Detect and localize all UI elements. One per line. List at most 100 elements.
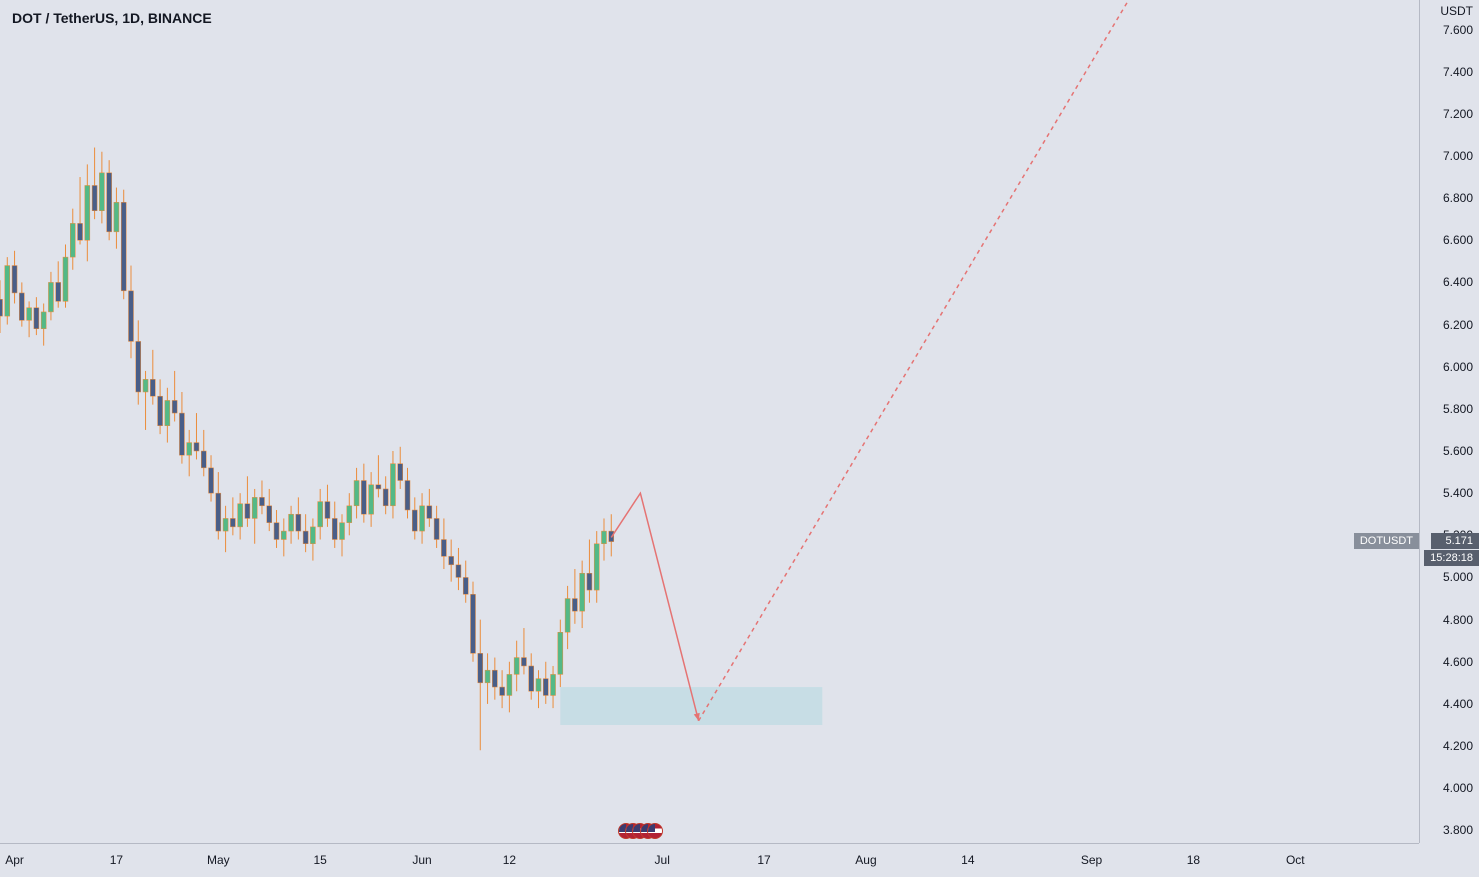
candle-body[interactable]: [318, 502, 323, 527]
candle-body[interactable]: [478, 653, 483, 683]
projection-line[interactable]: [611, 493, 698, 721]
candle-body[interactable]: [107, 173, 112, 232]
candle-body[interactable]: [347, 506, 352, 523]
candle-body[interactable]: [587, 573, 592, 590]
x-axis-tick: Sep: [1081, 853, 1102, 867]
candle-body[interactable]: [5, 266, 10, 317]
candle-body[interactable]: [63, 257, 68, 301]
candle-body[interactable]: [398, 464, 403, 481]
candle-body[interactable]: [558, 632, 563, 674]
candle-body[interactable]: [179, 413, 184, 455]
candle-body[interactable]: [281, 531, 286, 539]
candle-body[interactable]: [456, 565, 461, 578]
candle-body[interactable]: [521, 658, 526, 666]
candle-body[interactable]: [310, 527, 315, 544]
candle-body[interactable]: [412, 510, 417, 531]
candle-body[interactable]: [325, 502, 330, 519]
candle-body[interactable]: [572, 599, 577, 612]
candle-body[interactable]: [594, 544, 599, 590]
candle-body[interactable]: [245, 504, 250, 519]
candle-body[interactable]: [92, 185, 97, 210]
candle-body[interactable]: [56, 282, 61, 301]
candle-body[interactable]: [376, 485, 381, 489]
candle-body[interactable]: [158, 396, 163, 426]
candle-body[interactable]: [252, 497, 257, 518]
candle-body[interactable]: [143, 379, 148, 392]
y-axis-tick: 5.400: [1443, 486, 1473, 500]
candle-body[interactable]: [361, 481, 366, 515]
candle-body[interactable]: [441, 540, 446, 557]
event-marker-icon[interactable]: [647, 823, 663, 839]
candle-body[interactable]: [99, 173, 104, 211]
candle-body[interactable]: [390, 464, 395, 506]
candle-body[interactable]: [405, 481, 410, 511]
candle-body[interactable]: [514, 658, 519, 675]
candle-body[interactable]: [78, 223, 83, 240]
candle-body[interactable]: [27, 308, 32, 321]
candle-body[interactable]: [194, 443, 199, 451]
candle-body[interactable]: [34, 308, 39, 329]
candle-body[interactable]: [507, 674, 512, 695]
candle-body[interactable]: [529, 666, 534, 691]
y-axis-tick: 7.600: [1443, 23, 1473, 37]
candle-body[interactable]: [463, 577, 468, 594]
candle-body[interactable]: [128, 291, 133, 342]
x-axis-tick: 18: [1187, 853, 1200, 867]
candle-body[interactable]: [187, 443, 192, 456]
candle-body[interactable]: [238, 504, 243, 527]
candle-body[interactable]: [19, 293, 24, 320]
candle-body[interactable]: [492, 670, 497, 687]
candle-body[interactable]: [48, 282, 53, 312]
chart-plot-area[interactable]: [0, 0, 1419, 843]
projection-dashed-line[interactable]: [699, 0, 1143, 721]
candle-body[interactable]: [12, 266, 17, 293]
candle-body[interactable]: [427, 506, 432, 519]
candle-body[interactable]: [383, 489, 388, 506]
candle-body[interactable]: [216, 493, 221, 531]
candle-body[interactable]: [369, 485, 374, 515]
candle-body[interactable]: [230, 518, 235, 526]
candle-body[interactable]: [332, 518, 337, 539]
candle-body[interactable]: [223, 518, 228, 531]
candle-body[interactable]: [70, 223, 75, 257]
candle-body[interactable]: [551, 674, 556, 695]
candle-body[interactable]: [601, 531, 606, 544]
candle-body[interactable]: [172, 400, 177, 413]
candle-body[interactable]: [543, 679, 548, 696]
candle-body[interactable]: [121, 202, 126, 291]
y-axis[interactable]: USDT 3.8004.0004.2004.4004.6004.8005.000…: [1419, 0, 1479, 843]
candle-body[interactable]: [267, 506, 272, 523]
candle-body[interactable]: [434, 518, 439, 539]
candle-body[interactable]: [274, 523, 279, 540]
candle-body[interactable]: [500, 687, 505, 695]
candle-body[interactable]: [340, 523, 345, 540]
candle-body[interactable]: [449, 556, 454, 564]
y-axis-tick: 6.800: [1443, 191, 1473, 205]
x-axis[interactable]: Apr17May15Jun12Jul17Aug14Sep18Oct: [0, 843, 1419, 877]
y-axis-tick: 6.000: [1443, 360, 1473, 374]
candle-body[interactable]: [536, 679, 541, 692]
candle-body[interactable]: [114, 202, 119, 232]
candle-body[interactable]: [259, 497, 264, 505]
candle-body[interactable]: [296, 514, 301, 531]
candle-body[interactable]: [41, 312, 46, 329]
y-axis-tick: 5.800: [1443, 402, 1473, 416]
candle-body[interactable]: [580, 573, 585, 611]
x-axis-tick: 17: [110, 853, 123, 867]
candle-body[interactable]: [471, 594, 476, 653]
candle-body[interactable]: [565, 599, 570, 633]
candle-body[interactable]: [420, 506, 425, 531]
candle-body[interactable]: [354, 481, 359, 506]
y-axis-tick: 3.800: [1443, 823, 1473, 837]
candle-body[interactable]: [136, 341, 141, 392]
candle-body[interactable]: [289, 514, 294, 531]
candle-body[interactable]: [201, 451, 206, 468]
candle-body[interactable]: [85, 185, 90, 240]
candle-body[interactable]: [303, 531, 308, 544]
candle-body[interactable]: [209, 468, 214, 493]
candle-body[interactable]: [165, 400, 170, 425]
candle-body[interactable]: [0, 299, 3, 316]
candle-body[interactable]: [485, 670, 490, 683]
x-axis-tick: Apr: [5, 853, 24, 867]
candle-body[interactable]: [150, 379, 155, 396]
